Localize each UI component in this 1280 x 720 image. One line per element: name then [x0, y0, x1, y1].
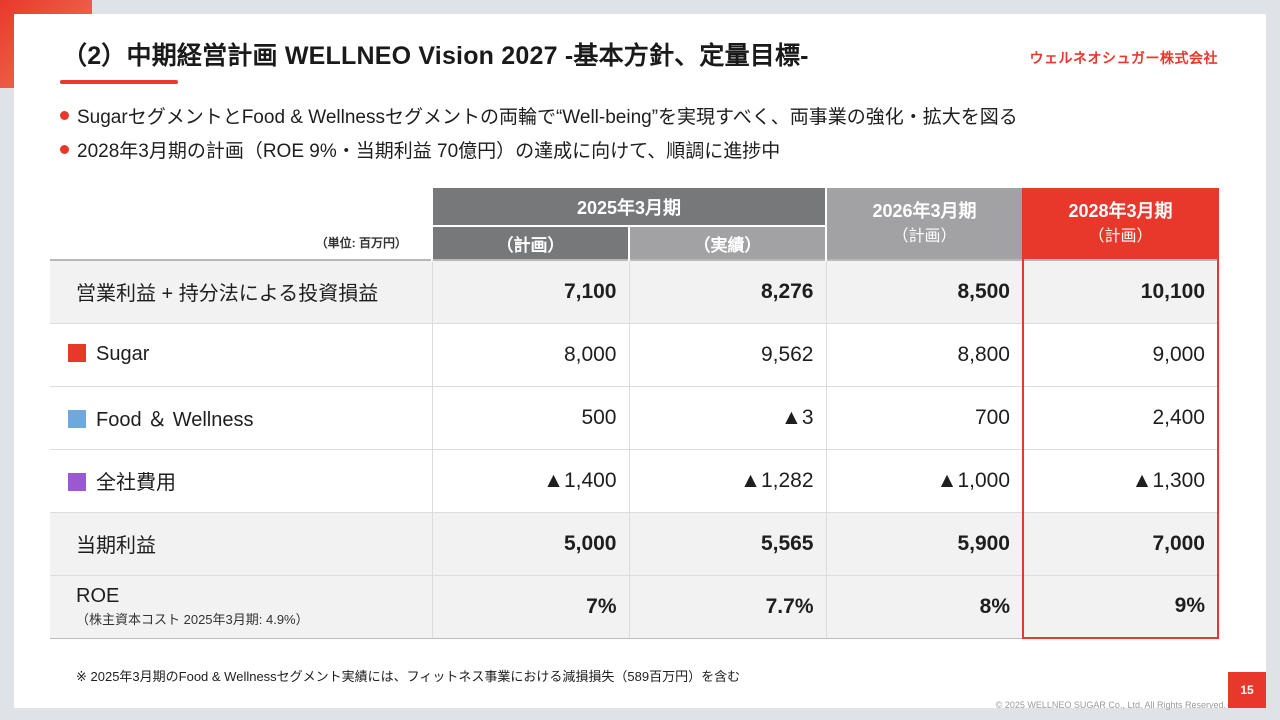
bullet-dot-icon [60, 144, 69, 154]
row-label: ROE [76, 585, 120, 607]
row-label-cell: ROE （株主資本コスト 2025年3月期: 4.9%） [50, 575, 432, 639]
header-fy2028-title: 2028年3月期 [1068, 200, 1173, 221]
cell-value: 5,900 [825, 512, 1023, 576]
cell-value: ▲3 [628, 386, 826, 450]
header-fy2025: 2025年3月期 [431, 188, 826, 226]
row-label-cell: Sugar [50, 323, 432, 387]
row-sublabel: （株主資本コスト 2025年3月期: 4.9%） [76, 612, 309, 627]
cell-value: 7,100 [431, 259, 629, 324]
header-fy2026: 2026年3月期 （計画） [825, 188, 1023, 260]
header-fy2028: 2028年3月期 （計画） [1022, 188, 1219, 260]
financial-targets-table: （単位: 百万円） 2025年3月期 2026年3月期 （計画） 2028年3月… [50, 188, 1219, 639]
table-row: 当期利益 5,000 5,565 5,900 7,000 [50, 512, 1219, 576]
row-label: 全社費用 [96, 472, 176, 494]
page-title: （2）中期経営計画 WELLNEO Vision 2027 -基本方針、定量目標… [62, 42, 809, 70]
header-fy2028-sub: （計画） [1088, 227, 1153, 245]
cell-value: 8,276 [628, 259, 826, 324]
title-underline [60, 80, 178, 84]
table-row: ROE （株主資本コスト 2025年3月期: 4.9%） 7% 7.7% 8% … [50, 575, 1219, 639]
row-label: Food ＆ Wellness [96, 409, 254, 431]
table-row: Food ＆ Wellness 500 ▲3 700 2,400 [50, 386, 1219, 450]
table-row: Sugar 8,000 9,562 8,800 9,000 [50, 323, 1219, 387]
cell-value: 10,100 [1022, 259, 1219, 324]
cell-value: 8% [825, 575, 1023, 639]
bullet-list: SugarセグメントとFood & Wellnessセグメントの両輪で“Well… [60, 98, 1018, 166]
cell-value: 7% [431, 575, 629, 639]
table-row: 営業利益 + 持分法による投資損益 7,100 8,276 8,500 10,1… [50, 259, 1219, 324]
header-fy2025-plan: （計画） [431, 225, 629, 260]
table-row: 全社費用 ▲1,400 ▲1,282 ▲1,000 ▲1,300 [50, 449, 1219, 513]
cell-value: 500 [431, 386, 629, 450]
cell-value: 700 [825, 386, 1023, 450]
brand-logo: ウェルネオシュガー株式会社 [1029, 50, 1218, 66]
cell-value: 8,500 [825, 259, 1023, 324]
cell-value: ▲1,000 [825, 449, 1023, 513]
footnote: ※ 2025年3月期のFood & Wellnessセグメント実績には、フィット… [76, 669, 741, 684]
corporate-expense-legend-square-icon [68, 473, 86, 491]
header-fy2026-title: 2026年3月期 [872, 200, 977, 221]
sugar-legend-square-icon [68, 344, 86, 362]
cell-value: 9% [1022, 575, 1219, 639]
bullet-text: SugarセグメントとFood & Wellnessセグメントの両輪で“Well… [77, 106, 1018, 128]
bullet-item: SugarセグメントとFood & Wellnessセグメントの両輪で“Well… [60, 98, 1018, 132]
cell-value: 8,000 [431, 323, 629, 387]
cell-value: 5,000 [431, 512, 629, 576]
cell-value: 8,800 [825, 323, 1023, 387]
cell-value: ▲1,300 [1022, 449, 1219, 513]
cell-value: 9,000 [1022, 323, 1219, 387]
slide: （2）中期経営計画 WELLNEO Vision 2027 -基本方針、定量目標… [14, 14, 1266, 710]
cell-value: 5,565 [628, 512, 826, 576]
row-label-cell: Food ＆ Wellness [50, 386, 432, 450]
cell-value: 2,400 [1022, 386, 1219, 450]
header-fy2026-sub: （計画） [892, 227, 957, 245]
unit-label: （単位: 百万円） [50, 188, 432, 260]
food-wellness-legend-square-icon [68, 410, 86, 428]
header-fy2025-actual: （実績） [628, 225, 826, 260]
bullet-text: 2028年3月期の計画（ROE 9%・当期利益 70億円）の達成に向けて、順調に… [77, 140, 781, 162]
cell-value: 9,562 [628, 323, 826, 387]
cell-value: 7,000 [1022, 512, 1219, 576]
copyright: © 2025 WELLNEO SUGAR Co., Ltd. All Right… [995, 700, 1226, 710]
row-label: 当期利益 [50, 512, 432, 576]
row-label: Sugar [96, 343, 150, 365]
cell-value: ▲1,282 [628, 449, 826, 513]
row-label-cell: 全社費用 [50, 449, 432, 513]
page-number: 15 [1228, 672, 1266, 708]
cell-value: ▲1,400 [431, 449, 629, 513]
cell-value: 7.7% [628, 575, 826, 639]
row-label: 営業利益 + 持分法による投資損益 [50, 259, 432, 324]
bullet-dot-icon [60, 110, 69, 120]
bullet-item: 2028年3月期の計画（ROE 9%・当期利益 70億円）の達成に向けて、順調に… [60, 132, 1018, 166]
